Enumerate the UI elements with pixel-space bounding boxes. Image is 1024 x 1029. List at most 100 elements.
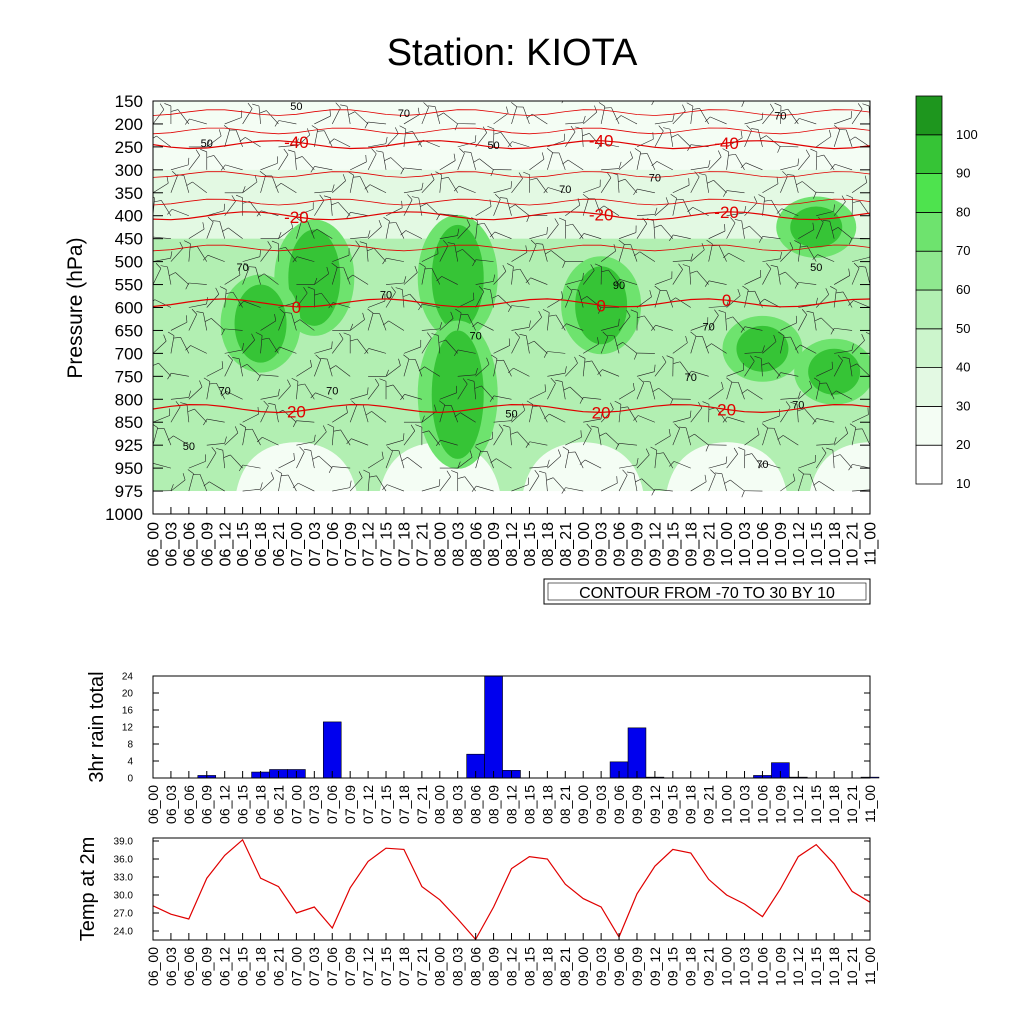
contour-info-box: CONTOUR FROM -70 TO 30 BY 10: [544, 579, 870, 604]
pressure-tick-label: 150: [115, 92, 143, 111]
time-tick-label: 09_03: [593, 785, 609, 824]
chart-title: Station: KIOTA: [387, 32, 638, 74]
wind-barb-shaft: [731, 90, 745, 101]
time-tick-label: 08_21: [557, 785, 573, 824]
wind-barb-feather: [535, 80, 539, 86]
wind-barb-feather: [458, 86, 465, 88]
wind-barb-shaft: [553, 87, 565, 101]
time-tick-label: 09_00: [575, 785, 591, 824]
wind-barb-feather: [276, 80, 282, 84]
wind-barb-shaft: [148, 130, 153, 147]
time-tick-label: 08_21: [557, 947, 573, 986]
wind-barb-shaft: [278, 83, 281, 101]
wind-barb-feather: [711, 80, 716, 85]
wind-barb-shaft: [440, 87, 451, 101]
wind-barb-feather: [724, 90, 730, 93]
humidity-contour-label: 70: [756, 459, 768, 471]
time-tick-label: 09_12: [647, 785, 663, 824]
humidity-fill: [153, 101, 930, 514]
wind-barb-shaft: [476, 96, 493, 101]
wind-barb-shaft: [566, 97, 584, 101]
wind-barb-feather: [364, 80, 370, 83]
rain-tick-label: 24: [122, 672, 134, 683]
time-tick-label: 10_18: [827, 522, 844, 567]
time-tick-label: 06_00: [145, 947, 161, 986]
contour-range-label: CONTOUR FROM -70 TO 30 BY 10: [579, 585, 835, 602]
wind-barb-shaft: [870, 406, 878, 422]
pressure-tick-label: 600: [115, 299, 143, 318]
temperature-contour-label: 20: [287, 402, 306, 421]
time-tick-label: 06_03: [163, 947, 179, 986]
wind-barb-shaft: [209, 91, 224, 101]
time-tick-label: 07_18: [397, 522, 414, 567]
humidity-core-inner: [432, 225, 484, 331]
temperature-contour-label: 20: [717, 401, 736, 420]
time-tick-label: 06_09: [199, 785, 215, 824]
colorbar-label: 50: [956, 321, 970, 336]
rain-chart-frame: [153, 676, 870, 778]
temperature-tick-label: 30.0: [114, 891, 134, 902]
wind-barb-feather: [439, 89, 440, 96]
time-tick-label: 10_21: [844, 785, 860, 824]
wind-barb-shaft: [377, 86, 386, 101]
time-tick-label: 07_15: [378, 785, 394, 824]
time-tick-label: 09_00: [576, 522, 593, 567]
temperature-contour-label: 0: [722, 291, 731, 310]
time-tick-label: 08_00: [432, 947, 448, 986]
wind-barb-feather: [293, 93, 298, 98]
humidity-contour-label: 70: [219, 386, 231, 398]
humidity-contour-label: 70: [685, 372, 697, 384]
time-tick-label: 06_06: [181, 785, 197, 824]
time-tick-label: 06_15: [235, 785, 251, 824]
time-tick-label: 10_06: [754, 947, 770, 986]
rain-tick-label: 4: [127, 757, 133, 768]
pressure-tick-label: 350: [115, 184, 143, 203]
wind-barb-feather: [547, 87, 554, 89]
pressure-tick-label: 700: [115, 344, 143, 363]
time-tick-label: 06_00: [145, 785, 161, 824]
pressure-tick-label: 975: [115, 482, 143, 501]
humidity-core-inner: [808, 349, 860, 395]
time-tick-label: 10_03: [737, 522, 754, 567]
rain-bar: [485, 676, 503, 778]
wind-barb-shaft: [512, 95, 529, 101]
wind-barb-feather: [705, 85, 706, 92]
time-tick-label: 06_18: [252, 947, 268, 986]
temperature-tick-label: 39.0: [114, 837, 134, 848]
wind-barb-feather: [870, 171, 875, 175]
humidity-contour-label: 50: [505, 409, 517, 421]
time-tick-label: 09_15: [665, 947, 681, 986]
humidity-contour-label: 70: [326, 386, 338, 398]
wind-barb-shaft: [722, 84, 726, 101]
time-tick-label: 09_06: [611, 947, 627, 986]
rain-tick-label: 0: [127, 774, 133, 785]
humidity-contour-label: 70: [398, 108, 410, 120]
colorbar-swatch: [916, 174, 942, 213]
time-tick-label: 09_21: [701, 947, 717, 986]
time-tick-label: 06_12: [217, 522, 234, 567]
wind-barb-shaft: [171, 90, 185, 101]
time-tick-label: 09_18: [683, 947, 699, 986]
time-tick-label: 10_21: [845, 522, 862, 567]
temperature-tick-label: 27.0: [114, 909, 134, 920]
colorbar-label: 10: [956, 476, 970, 491]
time-tick-label: 07_06: [324, 947, 340, 986]
wind-barb-shaft: [546, 83, 547, 101]
time-tick-label: 07_18: [396, 785, 412, 824]
pressure-tick-label: 250: [115, 138, 143, 157]
time-tick-label: 11_00: [862, 947, 878, 985]
pressure-tick-label: 850: [115, 413, 143, 432]
time-tick-label: 10_12: [791, 522, 808, 567]
time-tick-label: 10_03: [736, 785, 752, 824]
time-tick-label: 07_00: [288, 947, 304, 986]
wind-barb-shaft: [619, 85, 627, 101]
time-tick-label: 10_18: [826, 785, 842, 824]
wind-barb-feather: [870, 93, 872, 100]
wind-barb-shaft: [350, 88, 362, 101]
temperature-axis-title: Temp at 2m: [77, 837, 99, 941]
time-tick-label: 08_03: [450, 522, 467, 567]
humidity-contour-label: 70: [559, 184, 571, 196]
